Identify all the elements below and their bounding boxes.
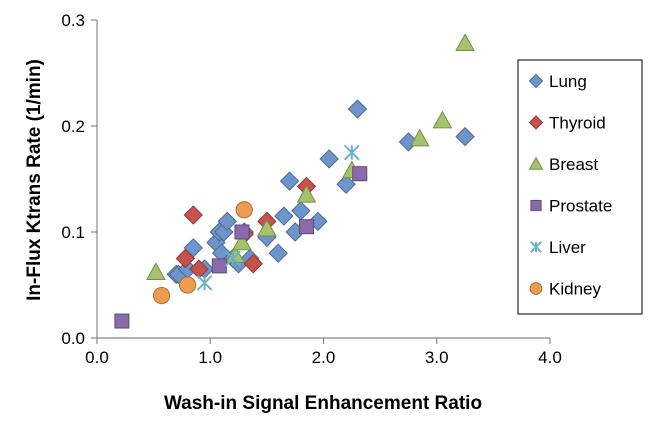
lung-point [268,243,288,263]
y-tick-label: 0.0 [61,329,85,348]
thyroid-point [175,248,196,269]
y-axis-title: In-Flux Ktrans Rate (1/min) [24,59,45,301]
legend-kidney-label: Kidney [549,280,601,299]
x-tick-label: 1.0 [198,348,222,367]
breast-point [455,33,475,52]
legend-breast-label: Breast [549,155,598,174]
lung-point [274,206,294,226]
prostate-point [211,258,227,274]
x-tick-label: 4.0 [538,348,562,367]
x-tick-label: 0.0 [85,348,109,367]
lung-point [347,99,368,119]
legend-liver-marker [530,241,542,253]
kidney-point [179,276,197,294]
lung-point [291,201,311,221]
breast-point [146,262,166,280]
x-tick-label: 2.0 [312,348,336,367]
legend-prostate-label: Prostate [549,197,612,216]
thyroid-point [183,205,203,225]
x-axis-title: Wash-in Signal Enhancement Ratio [164,393,482,414]
data-points [114,33,475,329]
prostate-point [234,224,250,240]
legend-thyroid-marker [528,115,544,130]
legend-lung-marker [528,73,544,89]
kidney-point [152,287,171,305]
breast-point [432,110,453,129]
thyroid-point [243,254,263,274]
legend-box [517,59,643,315]
lung-point [279,171,300,191]
legend-kidney-marker [529,282,543,295]
lung-point [319,149,339,169]
liver-point [196,274,213,291]
legend-liver-label: Liver [549,238,586,257]
y-tick-label: 0.1 [61,223,85,242]
prostate-point [298,219,315,235]
lung-point [336,174,356,195]
x-tick-label: 3.0 [425,348,449,367]
legend: Lung Thyroid Breast Prostate Liver Kidney [517,59,643,315]
axis-ticks: 0.0 1.0 2.0 3.0 4.0 0.0 0.1 0.2 0.3 [61,11,561,367]
legend-prostate-marker [530,199,542,212]
kidney-point [235,201,253,219]
prostate-point [352,166,368,182]
y-tick-label: 0.3 [61,11,85,30]
legend-breast-marker [528,156,544,170]
y-tick-label: 0.2 [61,117,85,136]
breast-point [257,218,277,237]
legend-lung-label: Lung [549,72,587,91]
lung-point [455,126,475,147]
lung-point [217,211,237,232]
liver-point [224,250,241,267]
breast-point [409,128,430,147]
breast-point [225,245,246,264]
liver-point [343,144,360,161]
plot-area: 0.0 1.0 2.0 3.0 4.0 0.0 0.1 0.2 0.3 [61,11,561,367]
legend-thyroid-label: Thyroid [549,114,606,133]
breast-point [232,232,252,251]
prostate-point [114,313,130,329]
breast-point [296,184,317,203]
